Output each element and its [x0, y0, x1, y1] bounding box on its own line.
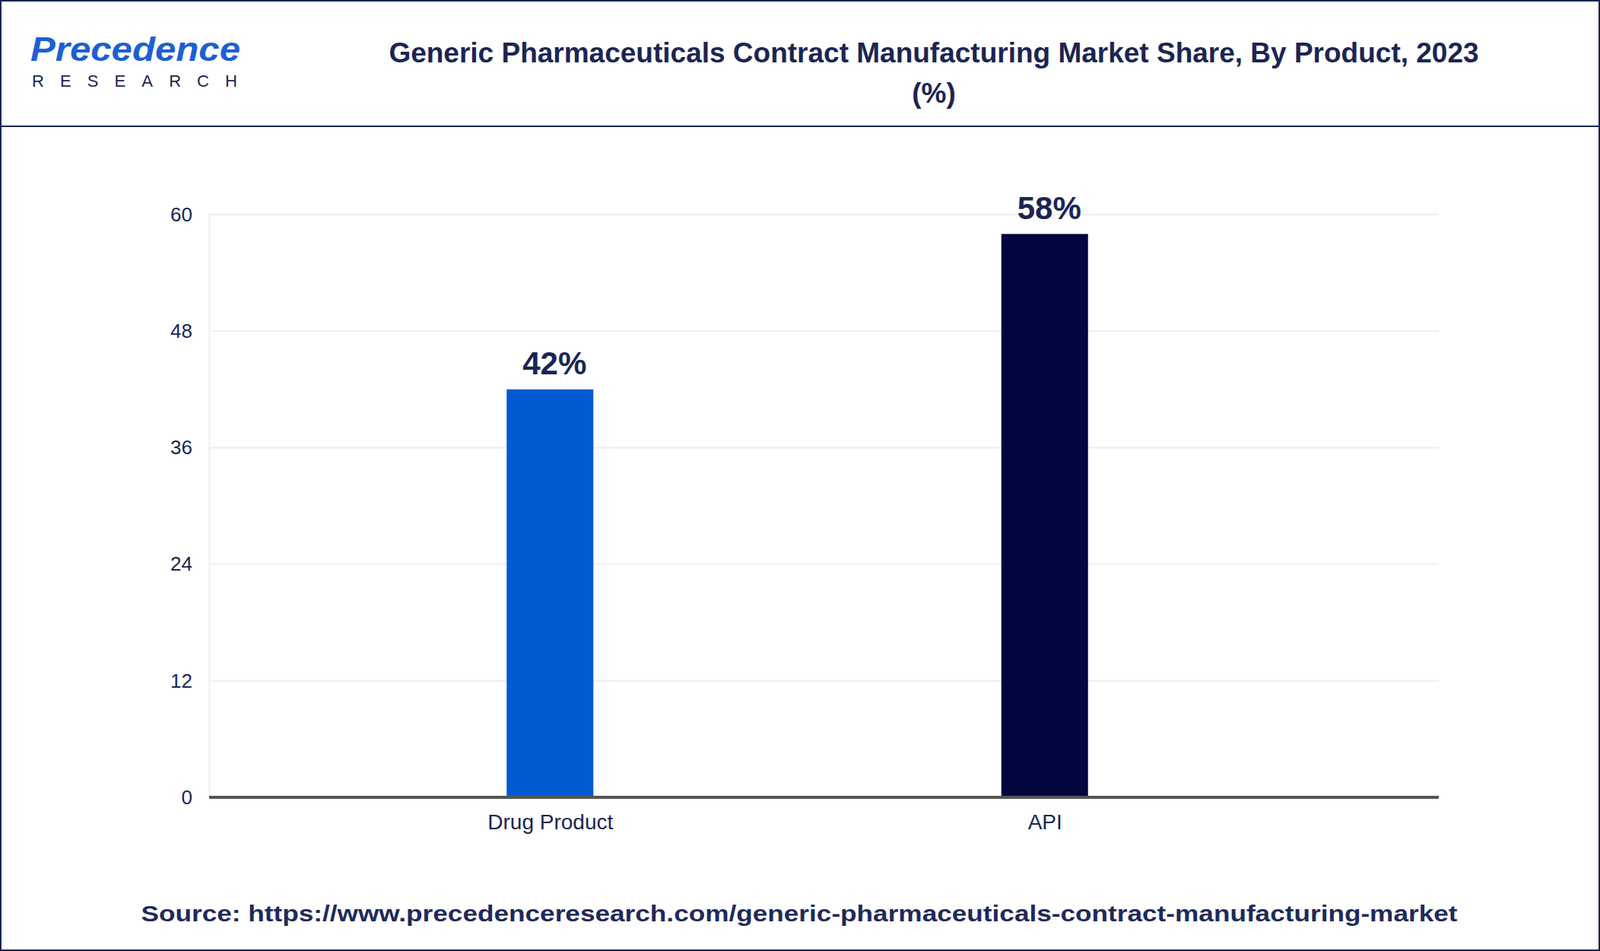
x-axis-line: [209, 795, 1439, 799]
y-tick: 60: [170, 203, 210, 226]
y-axis-line: [209, 215, 211, 798]
chart-title: Generic Pharmaceuticals Contract Manufac…: [388, 37, 1479, 109]
bars: [506, 234, 1089, 797]
x-tick-label: Drug Product: [487, 809, 613, 834]
x-tick: API: [1028, 796, 1063, 834]
y-tick: 12: [170, 669, 210, 693]
y-axis: 0 12 24 36 48 60: [170, 203, 210, 809]
title-line: (%): [911, 77, 956, 109]
data-label: 42%: [522, 345, 587, 381]
logo-name: Precedence: [30, 30, 241, 68]
grid-line: [209, 679, 1439, 682]
bar: [1001, 234, 1089, 797]
y-tick-label: 60: [170, 203, 193, 226]
data-labels: 42% 58%: [522, 190, 1082, 381]
grid-line: [209, 446, 1439, 448]
bar: [506, 389, 594, 797]
chart-root: Precedence RESEARCH Generic Pharmaceutical…: [0, 0, 1600, 951]
title-line: Generic Pharmaceuticals Contract Manufac…: [388, 37, 1479, 69]
y-tick-label: 0: [181, 785, 193, 809]
y-tick: 24: [170, 552, 210, 575]
header-divider: [0, 125, 1600, 127]
x-tick: Drug Product: [487, 796, 613, 834]
grid-line: [209, 330, 1439, 332]
x-axis: Drug Product API: [209, 796, 1439, 834]
y-tick-label: 48: [170, 319, 193, 343]
y-tick-label: 36: [170, 435, 193, 459]
grid-line: [209, 213, 1439, 216]
x-tick-label: API: [1028, 809, 1063, 834]
logo-tagline: RESEARCH: [31, 71, 238, 91]
grid-line: [209, 563, 1439, 566]
grid-line: [209, 796, 1439, 798]
y-tick-label: 24: [170, 552, 193, 575]
data-label: 58%: [1017, 190, 1082, 226]
frame: [0, 0, 1600, 950]
y-tick-label: 12: [170, 669, 193, 693]
grid: [209, 214, 1439, 797]
y-tick: 36: [170, 435, 210, 459]
source-note: Source: https://www.precedenceresearch.c…: [141, 901, 1458, 926]
y-tick: 0: [181, 785, 210, 809]
y-tick: 48: [170, 319, 210, 343]
